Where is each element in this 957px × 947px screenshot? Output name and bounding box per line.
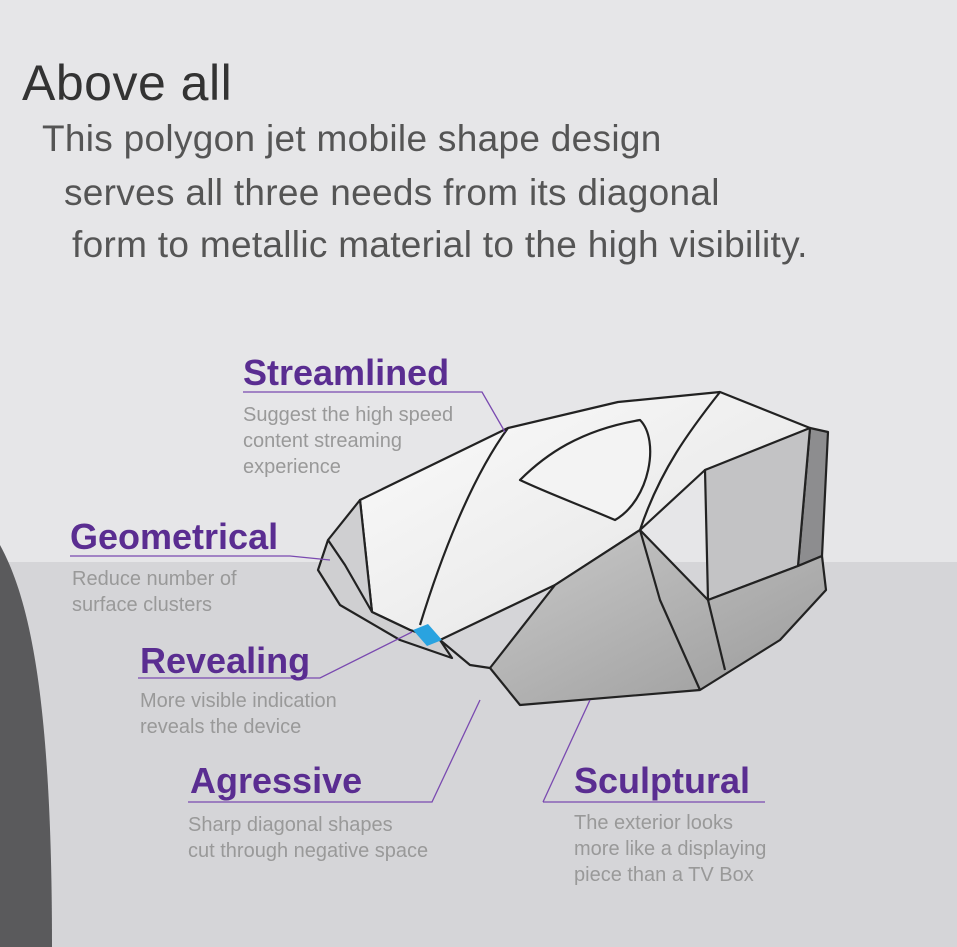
side-decoration — [0, 545, 52, 947]
callout-sculptural-desc: The exterior looks more like a displayin… — [574, 812, 767, 886]
callout-streamlined-title: Streamlined — [243, 352, 450, 393]
page-title: Above all — [22, 55, 233, 111]
leader-geometrical — [70, 555, 331, 561]
device-body — [316, 390, 830, 707]
indicator-light — [413, 624, 442, 646]
callout-geometrical-desc: Reduce number of surface clusters — [72, 568, 237, 616]
callout-geometrical-title: Geometrical — [70, 516, 279, 557]
callout-agressive-desc: Sharp diagonal shapes cut through negati… — [188, 814, 429, 862]
intro-line-3: form to metallic material to the high vi… — [72, 224, 808, 265]
callout-revealing-title: Revealing — [140, 640, 311, 681]
callout-revealing-desc: More visible indication reveals the devi… — [140, 690, 337, 738]
intro-line-1: This polygon jet mobile shape design — [42, 118, 662, 159]
intro-line-2: serves all three needs from its diagonal — [64, 172, 720, 213]
leader-sculptural-d — [542, 699, 591, 803]
callout-agressive-title: Agressive — [190, 760, 363, 801]
callout-streamlined-desc: Suggest the high speed content streaming… — [243, 404, 454, 478]
leader-revealing — [138, 631, 413, 679]
leader-lines — [70, 391, 765, 803]
leader-streamlined — [243, 391, 506, 433]
lower-background — [0, 562, 957, 947]
callout-sculptural-title: Sculptural — [574, 760, 751, 801]
leader-agressive — [188, 699, 481, 803]
